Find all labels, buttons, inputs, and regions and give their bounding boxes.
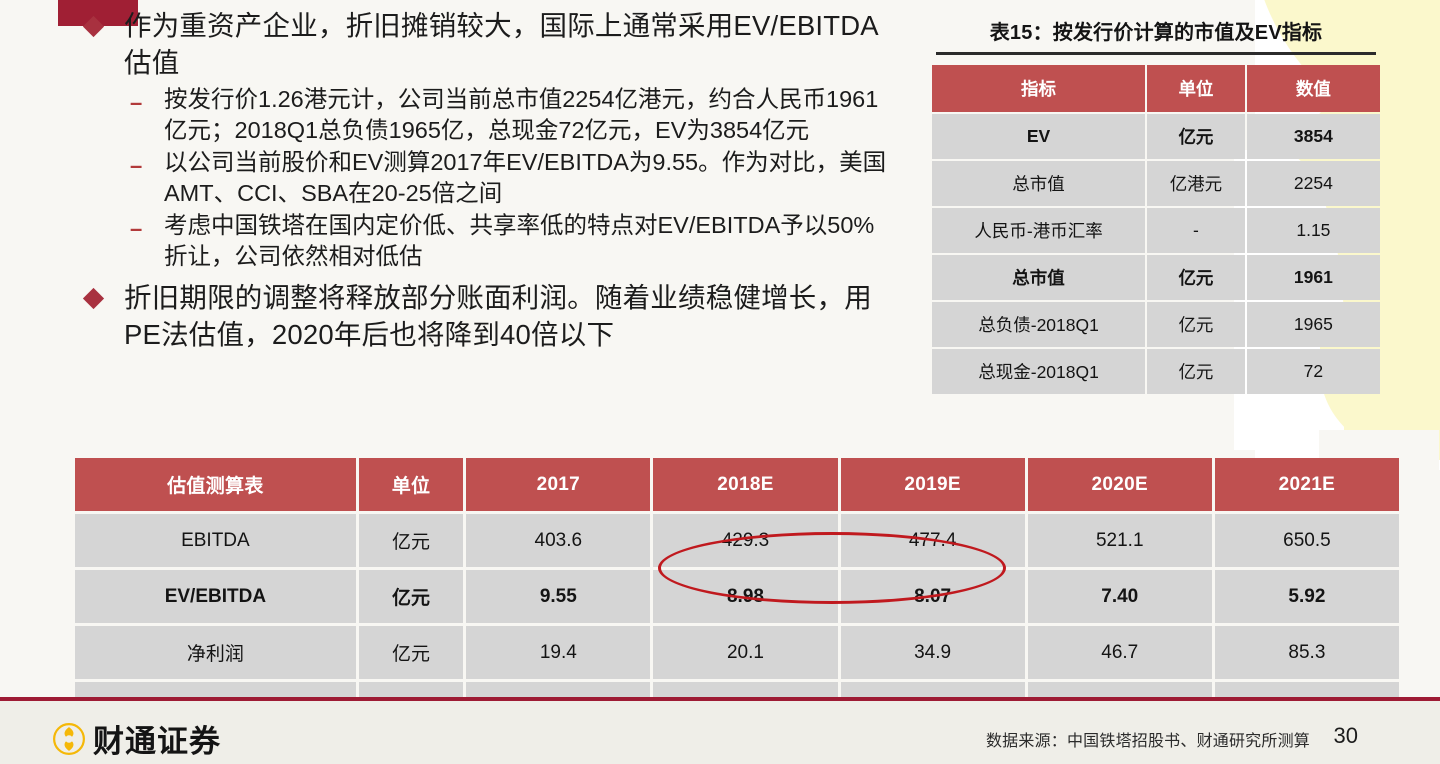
footer-bar — [0, 701, 1440, 764]
col-header-2017: 2017 — [466, 458, 651, 511]
col-header-2019e: 2019E — [840, 458, 1025, 511]
cell-unit: 亿元 — [358, 570, 464, 623]
cell-2019e: 8.07 — [840, 570, 1025, 623]
cell-value: 72 — [1246, 348, 1380, 394]
cell-2017: 403.6 — [466, 514, 651, 567]
bottom-table-block: 估值测算表 单位 2017 2018E 2019E 2020E 2021E EB… — [72, 455, 1402, 733]
cell-value: 2254 — [1246, 160, 1380, 206]
col-header-name: 估值测算表 — [75, 458, 356, 511]
page-number: 30 — [1333, 723, 1358, 748]
table-header-row: 估值测算表 单位 2017 2018E 2019E 2020E 2021E — [75, 458, 1399, 511]
cell-name: EV/EBITDA — [75, 570, 356, 623]
right-table-title: 表15：按发行价计算的市值及EV指标 — [989, 22, 1323, 44]
cell-2020e: 7.40 — [1027, 570, 1212, 623]
table-row: 总现金-2018Q1 亿元 72 — [932, 348, 1380, 394]
table-header-row: 指标 单位 数值 — [932, 64, 1380, 112]
sub-bullet-1-2-text: 以公司当前股价和EV测算2017年EV/EBITDA为9.55。作为对比，美国A… — [164, 148, 887, 206]
table-row: 总负债-2018Q1 亿元 1965 — [932, 301, 1380, 347]
cell-2020e: 46.7 — [1027, 626, 1212, 679]
col-header-unit: 单位 — [358, 458, 464, 511]
caitong-circle-logo-icon — [53, 722, 85, 755]
cell-metric: 总市值 — [932, 254, 1146, 300]
col-header-2018e: 2018E — [653, 458, 838, 511]
col-header-unit: 单位 — [1147, 64, 1245, 112]
table-row: EV/EBITDA 亿元 9.55 8.98 8.07 7.40 5.92 — [75, 570, 1399, 623]
diamond-bullet-icon — [82, 280, 124, 310]
cell-name: 净利润 — [75, 626, 356, 679]
cell-2018e: 20.1 — [653, 626, 838, 679]
cell-2018e: 429.3 — [653, 514, 838, 567]
cell-metric: EV — [932, 113, 1146, 159]
cell-2021e: 650.5 — [1214, 514, 1399, 567]
bullet-item-2-text: 折旧期限的调整将释放部分账面利润。随着业绩稳健增长，用PE法估值，2020年后也… — [124, 281, 872, 350]
right-table-title-rule — [936, 52, 1376, 55]
cell-2021e: 85.3 — [1214, 626, 1399, 679]
col-header-value: 数值 — [1246, 64, 1380, 112]
right-table-block: 表15：按发行价计算的市值及EV指标 指标 单位 数值 EV 亿元 3854 总… — [930, 16, 1382, 396]
cell-unit: - — [1147, 207, 1245, 253]
company-logo-text: 财通证券 — [93, 724, 221, 760]
valuation-estimate-table: 估值测算表 单位 2017 2018E 2019E 2020E 2021E EB… — [72, 455, 1402, 733]
bullet-item-1: 作为重资产企业，折旧摊销较大，国际上通常采用EV/EBITDA估值 — [82, 8, 896, 82]
table-row: EV 亿元 3854 — [932, 113, 1380, 159]
data-source-note: 数据来源：中国铁塔招股书、财通研究所测算 — [985, 733, 1310, 750]
cell-unit: 亿元 — [1147, 254, 1245, 300]
bullet-item-2: 折旧期限的调整将释放部分账面利润。随着业绩稳健增长，用PE法估值，2020年后也… — [82, 280, 896, 354]
cell-2018e: 8.98 — [653, 570, 838, 623]
cell-unit: 亿元 — [358, 514, 464, 567]
dash-bullet-icon: – — [130, 215, 143, 241]
sub-bullet-1-1: – 按发行价1.26港元计，公司当前总市值2254亿港元，约合人民币1961亿元… — [130, 84, 896, 146]
bullet-list: 作为重资产企业，折旧摊销较大，国际上通常采用EV/EBITDA估值 – 按发行价… — [82, 8, 896, 355]
cell-value: 3854 — [1246, 113, 1380, 159]
table-row: 净利润 亿元 19.4 20.1 34.9 46.7 85.3 — [75, 626, 1399, 679]
diamond-bullet-icon — [82, 8, 124, 38]
company-logo: 财通证券 — [52, 716, 221, 761]
cell-name: EBITDA — [75, 514, 356, 567]
dash-bullet-icon: – — [130, 89, 143, 115]
cell-2019e: 477.4 — [840, 514, 1025, 567]
cell-value: 1961 — [1246, 254, 1380, 300]
sub-bullet-1-3-text: 考虑中国铁塔在国内定价低、共享率低的特点对EV/EBITDA予以50%折让，公司… — [164, 211, 875, 269]
dash-bullet-icon: – — [130, 152, 143, 178]
sub-bullet-1-2: – 以公司当前股价和EV测算2017年EV/EBITDA为9.55。作为对比，美… — [130, 147, 896, 209]
cell-value: 1.15 — [1246, 207, 1380, 253]
table-row: 总市值 亿元 1961 — [932, 254, 1380, 300]
footer-divider-rule — [0, 697, 1440, 701]
cell-2021e: 5.92 — [1214, 570, 1399, 623]
cell-unit: 亿元 — [1147, 301, 1245, 347]
col-header-2021e: 2021E — [1214, 458, 1399, 511]
cell-metric: 人民币-港币汇率 — [932, 207, 1146, 253]
market-cap-ev-table: 指标 单位 数值 EV 亿元 3854 总市值 亿港元 2254 人民币-港币汇… — [930, 63, 1382, 396]
cell-2017: 9.55 — [466, 570, 651, 623]
cell-2017: 19.4 — [466, 626, 651, 679]
cell-unit: 亿元 — [1147, 113, 1245, 159]
cell-unit: 亿元 — [1147, 348, 1245, 394]
cell-unit: 亿元 — [358, 626, 464, 679]
cell-metric: 总现金-2018Q1 — [932, 348, 1146, 394]
cell-metric: 总负债-2018Q1 — [932, 301, 1146, 347]
cell-unit: 亿港元 — [1147, 160, 1245, 206]
sub-bullet-1-1-text: 按发行价1.26港元计，公司当前总市值2254亿港元，约合人民币1961亿元；2… — [164, 85, 879, 143]
cell-2020e: 521.1 — [1027, 514, 1212, 567]
col-header-2020e: 2020E — [1027, 458, 1212, 511]
table-row: 总市值 亿港元 2254 — [932, 160, 1380, 206]
sub-bullet-1-3: – 考虑中国铁塔在国内定价低、共享率低的特点对EV/EBITDA予以50%折让，… — [130, 210, 896, 272]
table-row: 人民币-港币汇率 - 1.15 — [932, 207, 1380, 253]
table-row: EBITDA 亿元 403.6 429.3 477.4 521.1 650.5 — [75, 514, 1399, 567]
cell-value: 1965 — [1246, 301, 1380, 347]
cell-metric: 总市值 — [932, 160, 1146, 206]
bullet-item-1-text: 作为重资产企业，折旧摊销较大，国际上通常采用EV/EBITDA估值 — [124, 10, 879, 78]
cell-2019e: 34.9 — [840, 626, 1025, 679]
col-header-metric: 指标 — [932, 64, 1146, 112]
